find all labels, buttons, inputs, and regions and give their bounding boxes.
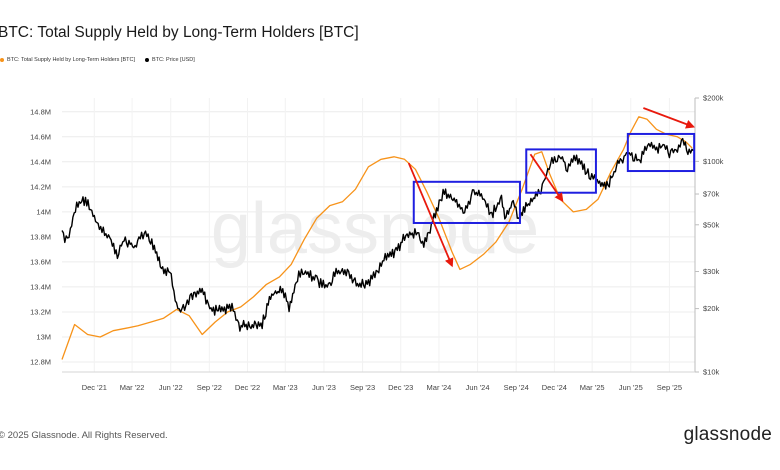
series-lines: [61, 116, 694, 360]
x-tick-label: Mar '23: [273, 383, 298, 392]
lth-supply-line: [61, 116, 693, 360]
y-tick-label-left: 13.8M: [30, 232, 51, 241]
x-tick-label: Dec '24: [542, 383, 567, 392]
y-tick-label-right: $10k: [703, 368, 720, 377]
y-tick-label-left: 14.2M: [30, 182, 51, 191]
y-tick-label-left: 12.8M: [30, 357, 51, 366]
y-tick-label-right: $100k: [703, 157, 724, 166]
brand-logo: glassnode: [683, 424, 772, 445]
x-tick-label: Jun '24: [466, 383, 490, 392]
x-tick-label: Dec '22: [235, 383, 260, 392]
y-tick-label-right: $20k: [703, 304, 720, 313]
y-tick-label-right: $50k: [703, 220, 720, 229]
annotation-arrow-3: [643, 107, 696, 129]
legend-item-price[interactable]: BTC: Price [USD]: [144, 57, 195, 63]
annotation-arrow-2: [529, 153, 564, 203]
watermark: glassnode: [211, 189, 539, 269]
y-tick-label-right: $200k: [703, 94, 724, 103]
annotation-box-3: [626, 132, 696, 173]
x-tick-label: Mar '22: [120, 383, 145, 392]
y-tick-label-left: 14.6M: [30, 132, 51, 141]
x-tick-label: Jun '25: [619, 383, 643, 392]
x-tick-label: Sep '22: [197, 383, 222, 392]
y-tick-label-right: $30k: [703, 267, 720, 276]
y-tick-label-left: 13M: [36, 332, 51, 341]
x-tick-label: Sep '24: [504, 383, 529, 392]
legend-item-lth-supply[interactable]: BTC: Total Supply Held by Long-Term Hold…: [0, 57, 135, 63]
grid-lines: [62, 98, 695, 372]
y-tick-label-left: 13.2M: [30, 307, 51, 316]
chart-title: BTC: Total Supply Held by Long-Term Hold…: [0, 24, 359, 41]
x-tick-label: Dec '23: [388, 383, 413, 392]
annotation-box-1: [412, 180, 521, 224]
x-tick-label: Jun '22: [159, 383, 183, 392]
y-tick-label-left: 13.6M: [30, 257, 51, 266]
x-tick-label: Mar '25: [580, 383, 605, 392]
legend-label-lth: BTC: Total Supply Held by Long-Term Hold…: [7, 57, 135, 63]
annotation-arrow-1: [407, 162, 454, 268]
axes: 12.8M 13M 13.2M 13.4M 13.6M 13.8M 14M 14.2M 14.4…: [30, 94, 724, 393]
x-tick-label: Mar '24: [427, 383, 452, 392]
legend: BTC: Total Supply Held by Long-Term Hold…: [0, 57, 195, 63]
y-tick-label-left: 14.4M: [30, 157, 51, 166]
y-tick-label-left: 13.4M: [30, 282, 51, 291]
y-tick-label-left: 14.8M: [30, 107, 51, 116]
x-tick-label: Jun '23: [312, 383, 336, 392]
y-tick-label-right: $70k: [703, 190, 720, 199]
legend-swatch-lth: [0, 58, 4, 62]
legend-swatch-price: [144, 58, 149, 62]
x-tick-label: Sep '25: [657, 383, 682, 392]
copyright-footer: © 2025 Glassnode. All Rights Reserved.: [0, 430, 168, 441]
annotations: [407, 107, 696, 268]
x-tick-label: Dec '21: [82, 383, 107, 392]
x-tick-label: Sep '23: [350, 383, 375, 392]
y-tick-label-left: 14M: [36, 207, 51, 216]
legend-label-price: BTC: Price [USD]: [151, 57, 195, 63]
btc-price-line: [61, 137, 694, 332]
